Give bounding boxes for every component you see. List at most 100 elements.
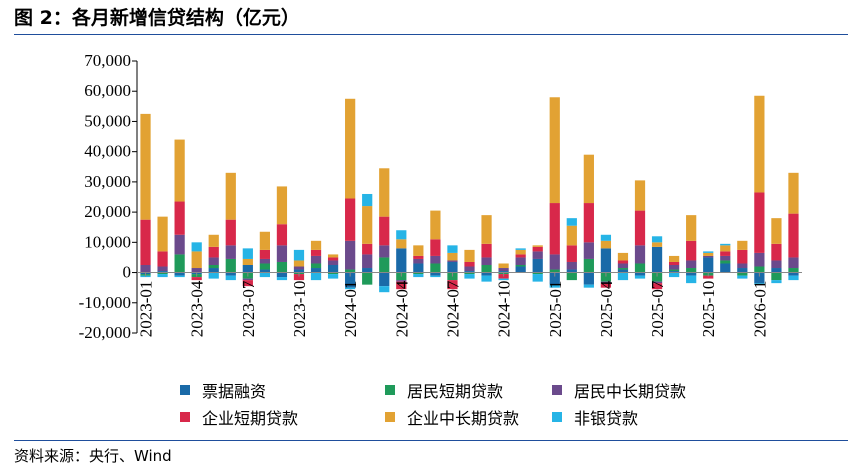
bar-series: [140, 95, 799, 293]
bar-segment: [651, 281, 663, 284]
bar-segment: [634, 272, 646, 276]
bar-segment: [566, 225, 577, 246]
bar-segment: [242, 278, 253, 281]
bar-segment: [771, 272, 782, 281]
legend-item-household-long-loans: 居民中长期贷款: [552, 378, 686, 402]
bar-segment: [259, 231, 270, 250]
bar-segment: [771, 243, 782, 261]
bar-segment: [362, 193, 373, 207]
bar-segment: [771, 268, 782, 273]
bar-segment: [754, 192, 765, 253]
footer-rule: [14, 440, 848, 441]
bar-segment: [737, 275, 748, 279]
bar-segment: [669, 269, 680, 272]
bar-segment: [379, 168, 390, 217]
bar-segment: [669, 272, 680, 278]
bar-segment: [310, 268, 322, 273]
bar-segment: [634, 263, 646, 273]
bar-segment: [481, 243, 492, 258]
bar-segment: [634, 275, 646, 279]
bar-segment: [583, 258, 594, 273]
bar-segment: [481, 275, 492, 282]
bar-segment: [174, 139, 185, 202]
bar-segment: [276, 224, 288, 246]
bar-segment: [327, 257, 339, 261]
bar-segment: [464, 272, 475, 275]
bar-segment: [379, 272, 390, 287]
bar-segment: [379, 216, 390, 246]
bar-segment: [174, 201, 185, 235]
bar-segment: [225, 272, 236, 276]
bar-segment: [549, 97, 560, 204]
bar-segment: [754, 266, 765, 273]
bar-segment: [583, 272, 594, 285]
bar-segment: [600, 240, 612, 249]
y-tick-label: 0: [123, 263, 132, 282]
bar-segment: [140, 113, 151, 220]
bar-segment: [634, 245, 646, 264]
bar-segment: [327, 274, 339, 279]
legend-label: 非银贷款: [574, 409, 639, 428]
bar-segment: [225, 219, 236, 246]
bar-segment: [737, 249, 748, 264]
bar-segment: [686, 260, 697, 269]
bar-segment: [754, 95, 765, 193]
bar-segment: [600, 272, 612, 282]
bar-segment: [634, 210, 646, 246]
title-underline: [14, 34, 848, 35]
bar-segment: [720, 260, 731, 264]
source-note: 资料来源：央行、Wind: [14, 447, 172, 465]
bar-segment: [362, 243, 373, 255]
y-axis: 70,000 60,000 50,000 40,000 30,000 20,000 10,0…: [79, 51, 138, 342]
bar-segment: [430, 239, 441, 256]
bar-segment: [634, 180, 646, 211]
y-tick-label: 60,000: [84, 81, 131, 100]
y-tick-label: 20,000: [84, 202, 131, 221]
y-tick-label: 50,000: [84, 111, 131, 130]
bar-segment: [686, 215, 697, 241]
bar-segment: [617, 272, 629, 281]
bar-segment: [549, 203, 560, 255]
bar-segment: [345, 240, 356, 270]
bar-segment: [788, 172, 799, 214]
bar-segment: [191, 242, 202, 252]
legend-item-household-short-loans: 居民短期贷款: [385, 378, 503, 402]
bar-segment: [651, 272, 663, 282]
bar-segment: [515, 265, 526, 267]
bar-segment: [362, 268, 373, 273]
bar-segment: [345, 272, 356, 288]
y-tick-label: 40,000: [84, 142, 131, 161]
bar-segment: [669, 261, 680, 265]
bar-segment: [310, 263, 322, 269]
legend-label: 居民中长期贷款: [574, 382, 687, 401]
bar-segment: [754, 252, 765, 267]
bar-segment: [430, 263, 441, 273]
bar-segment: [566, 261, 577, 270]
bar-segment: [788, 275, 799, 281]
bar-segment: [532, 274, 543, 282]
legend-item-corporate-long-loans: 企业中长期贷款: [385, 405, 519, 429]
bar-segment: [174, 234, 185, 255]
x-tick-label: 2024-10: [495, 281, 514, 338]
bar-segment: [703, 255, 714, 258]
bar-segment: [600, 248, 612, 273]
legend-swatch: [552, 385, 562, 395]
bar-segment: [140, 219, 151, 265]
bar-segment: [447, 260, 458, 262]
bar-segment: [396, 280, 407, 282]
legend-swatch: [180, 412, 190, 422]
bar-segment: [259, 258, 270, 264]
bar-segment: [737, 263, 748, 269]
bar-segment: [788, 213, 799, 258]
bar-segment: [430, 210, 441, 240]
bar-segment: [447, 252, 458, 261]
x-tick-label: 2025-10: [699, 281, 718, 338]
bar-segment: [617, 263, 629, 269]
bar-segment: [191, 277, 202, 281]
bar-segment: [515, 249, 526, 255]
bar-segment: [464, 266, 475, 272]
bar-segment: [583, 203, 594, 243]
y-tick-label: -10,000: [79, 293, 131, 312]
bar-segment: [532, 246, 543, 252]
bar-segment: [447, 261, 458, 273]
